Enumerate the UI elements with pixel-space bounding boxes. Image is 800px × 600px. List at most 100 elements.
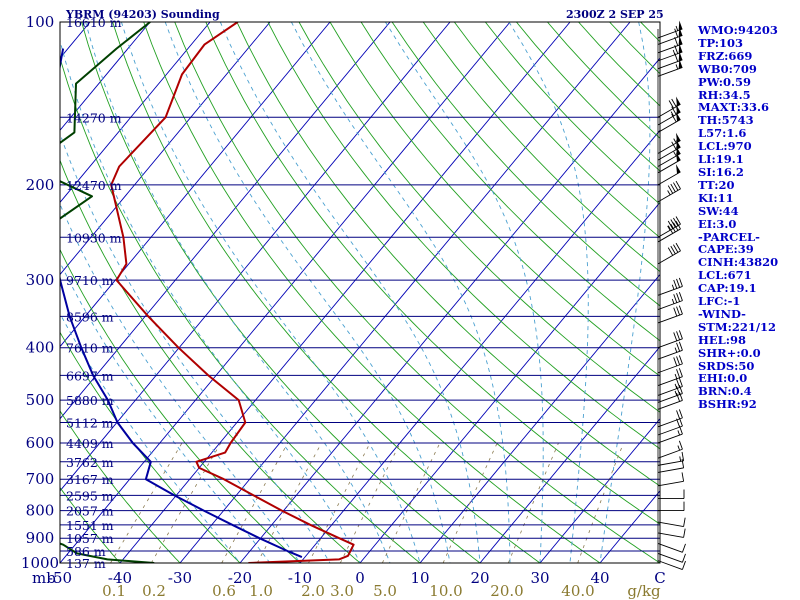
- barb-full: [671, 106, 677, 115]
- barb-full: [668, 100, 674, 109]
- barb-flag: [676, 152, 681, 162]
- barb-full: [674, 45, 679, 54]
- barb-shaft: [657, 313, 683, 324]
- barb-full: [681, 458, 685, 468]
- barb-full: [673, 307, 678, 317]
- index-item: TT:20: [698, 177, 735, 192]
- barb-shaft: [657, 250, 681, 265]
- wind-barb: [657, 152, 681, 174]
- index-item: L57:1.6: [698, 126, 747, 141]
- wind-barb: [657, 425, 683, 444]
- wind-barb: [657, 20, 683, 39]
- mixing-ratio-line: [442, 442, 498, 563]
- barb-full: [676, 356, 681, 366]
- barb-half: [674, 347, 678, 353]
- pressure-tick-label: 800: [26, 502, 55, 520]
- barb-flag: [676, 139, 681, 150]
- wind-barb: [657, 43, 683, 62]
- mixing-ratio-tick-label: 1.0: [249, 582, 273, 600]
- barb-flag: [678, 51, 683, 62]
- barb-full: [676, 386, 681, 395]
- mixing-ratio-tick-label: 20.0: [490, 582, 523, 600]
- index-item: BSHR:92: [698, 397, 757, 412]
- mixing-ratio-line: [577, 442, 624, 563]
- barb-shaft: [657, 560, 683, 570]
- barb-full: [674, 36, 679, 46]
- barb-full: [670, 223, 676, 233]
- barb-full: [678, 425, 683, 435]
- mixing-ratio-line: [150, 442, 222, 563]
- barb-full: [682, 560, 686, 570]
- barb-full: [675, 180, 681, 190]
- wind-barb: [657, 368, 683, 387]
- temperature-tick-label: -30: [168, 569, 192, 587]
- barb-full: [671, 113, 677, 123]
- temperature-line: [110, 22, 355, 563]
- index-item: CAPE:39: [698, 242, 754, 257]
- pressure-tick-label: 400: [26, 339, 55, 357]
- barb-full: [675, 216, 681, 225]
- index-item: FRZ:669: [698, 48, 753, 63]
- mixing-ratio-tick-label: 5.0: [373, 582, 397, 600]
- barb-shaft: [657, 59, 683, 70]
- barb-full: [682, 553, 686, 563]
- barb-shaft: [657, 480, 684, 487]
- index-item: BRN:0.4: [698, 384, 752, 399]
- barb-half: [677, 445, 681, 451]
- mixing-ratio-unit-label: g/kg: [627, 582, 661, 600]
- barb-full: [670, 183, 676, 193]
- pressure-unit-label: mb: [32, 569, 56, 587]
- height-label: 8596 m: [66, 309, 114, 324]
- wind-barb: [657, 27, 683, 45]
- index-item: SRDS:50: [698, 358, 755, 373]
- isotherm: [359, 201, 660, 563]
- barb-full: [674, 52, 679, 62]
- barb-half: [674, 390, 678, 396]
- barb-half: [677, 430, 681, 436]
- wind-barb: [657, 552, 686, 563]
- index-item: EHI:0.0: [698, 371, 748, 386]
- barb-flag: [676, 164, 681, 174]
- isotherm: [60, 22, 451, 492]
- barb-shaft: [657, 542, 683, 553]
- index-item: MAXT:33.6: [698, 100, 769, 115]
- barb-full: [678, 440, 683, 450]
- pressure-tick-label: 300: [26, 271, 55, 289]
- barb-shaft: [657, 376, 683, 387]
- barb-shaft: [657, 552, 683, 563]
- index-item: SHR+:0.0: [698, 345, 761, 360]
- wind-barb: [657, 451, 685, 466]
- barb-shaft: [657, 417, 683, 428]
- barb-shaft: [657, 433, 683, 444]
- index-item: EI:3.0: [698, 216, 737, 231]
- wind-barb: [657, 384, 683, 403]
- temperature-tick-label: 40: [590, 569, 609, 587]
- barb-full: [678, 355, 683, 365]
- index-item: CAP:19.1: [698, 281, 757, 296]
- wind-barb: [657, 377, 683, 396]
- barb-full: [676, 369, 681, 378]
- temperature-tick-label: -10: [288, 569, 312, 587]
- wind-barb: [657, 35, 683, 54]
- isotherm: [479, 345, 660, 563]
- pressure-tick-label: 200: [26, 176, 55, 194]
- wind-barb: [657, 111, 681, 133]
- isotherm: [239, 57, 660, 563]
- barb-half: [667, 190, 671, 196]
- wind-barb: [657, 58, 683, 77]
- barb-full: [678, 305, 683, 315]
- dry-adiabat: [143, 22, 601, 563]
- wind-barb: [657, 458, 685, 473]
- chart-time: 2300Z 2 SEP 25: [566, 8, 664, 21]
- isotherm: [60, 22, 391, 420]
- mixing-ratio-tick-label: 0.1: [102, 582, 126, 600]
- height-label: 1057 m: [66, 531, 114, 546]
- wind-barb: [657, 164, 681, 186]
- barb-half: [671, 298, 675, 304]
- indices-panel: WMO:94203 TP:103 FRZ:669 WB0:709 PW:0.59 RH:3…: [698, 24, 798, 411]
- height-label: 3167 m: [66, 472, 114, 487]
- wind-barb: [657, 355, 683, 374]
- barb-shaft: [657, 300, 683, 310]
- isotherm: [60, 22, 331, 348]
